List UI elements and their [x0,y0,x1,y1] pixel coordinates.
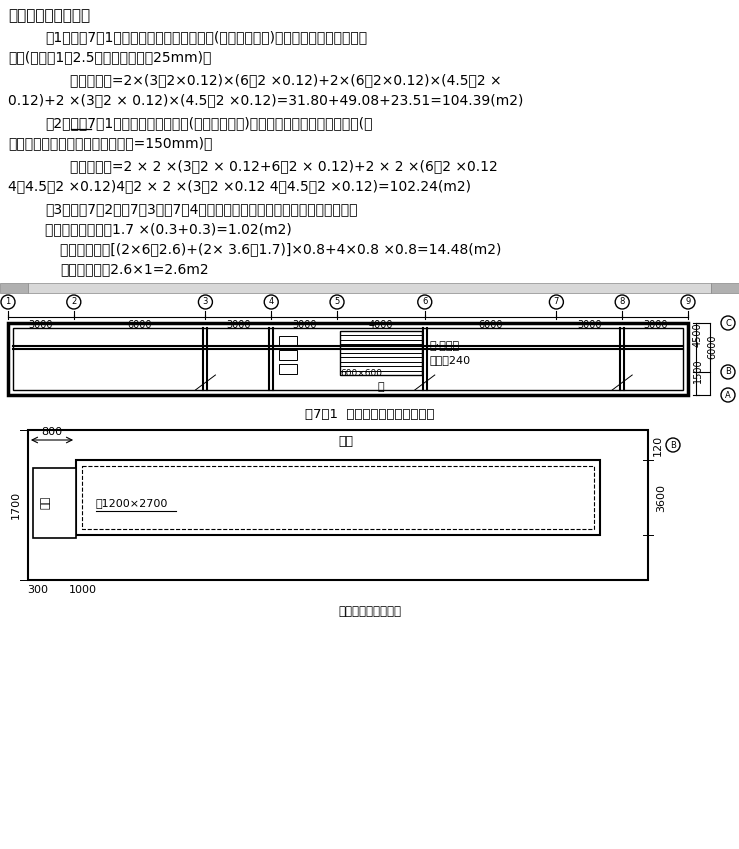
Text: 3: 3 [202,297,208,306]
Text: 散水: 散水 [338,435,353,448]
Bar [279,336,297,346]
Text: 例2：求图7－1中某办公楼二层房间(不包括卫生间)及走廊水泥砂浆踢脚线工程量(做: 例2：求图7－1中某办公楼二层房间(不包括卫生间)及走廊水泥砂浆踢脚线工程量(做 [45,116,372,130]
Text: 例3：如图7－2、图7－3、图7－4所示，求台阶、散水和坡道的面层工程量。: 例3：如图7－2、图7－3、图7－4所示，求台阶、散水和坡道的面层工程量。 [45,202,358,216]
Text: 法：水泥砂浆踢脚线，踢脚线高度=150mm)。: 法：水泥砂浆踢脚线，踢脚线高度=150mm)。 [8,136,212,150]
Text: 0.12)+2 ×(3－2 × 0.12)×(4.5－2 ×0.12)=31.80+49.08+23.51=104.39(m2): 0.12)+2 ×(3－2 × 0.12)×(4.5－2 ×0.12)=31.8… [8,93,523,107]
Text: 600×600: 600×600 [340,368,382,378]
Bar [76,460,600,535]
Text: 4: 4 [268,297,274,306]
Text: 4－4.5－2 ×0.12)4－2 × 2 ×(3－2 ×0.12 4－4.5－2 ×0.12)=102.24(m2): 4－4.5－2 ×0.12)4－2 × 2 ×(3－2 ×0.12 4－4.5－… [8,179,471,193]
Text: 800: 800 [41,427,63,437]
Text: 下: 下 [378,382,384,392]
Bar [82,466,594,529]
Text: 5: 5 [335,297,340,306]
Text: 6000: 6000 [707,335,717,359]
Text: B: B [670,441,676,449]
Text: 6: 6 [422,297,427,306]
Text: 解：工程量=2 × 2 ×(3－2 × 0.12+6－2 × 0.12)+2 × 2 ×(6－2 ×0.12: 解：工程量=2 × 2 ×(3－2 × 0.12+6－2 × 0.12)+2 ×… [70,159,498,173]
Text: 3000: 3000 [577,320,602,330]
Bar [8,323,688,395]
Text: 2: 2 [71,297,76,306]
Text: 3000: 3000 [29,320,53,330]
Text: 300: 300 [27,585,49,595]
Text: 某办公楼平面示意图: 某办公楼平面示意图 [338,605,401,618]
Text: B: B [725,368,731,376]
Text: 洞1200×2700: 洞1200×2700 [96,498,168,508]
Text: A: A [725,391,731,400]
Text: 4500: 4500 [693,323,703,347]
Bar [28,283,711,293]
Text: 6000: 6000 [478,320,503,330]
Bar [33,468,76,538]
Text: C: C [725,318,731,328]
Text: 8: 8 [619,297,625,306]
Text: 9: 9 [685,297,691,306]
Text: 3000: 3000 [226,320,251,330]
Text: 3000: 3000 [643,320,667,330]
Text: 图7－1  某办公楼二层平面示意图: 图7－1 某办公楼二层平面示意图 [304,408,435,421]
Text: 散水工程量：[(2×6－2.6)+(2× 3.6－1.7)]×0.8+4×0.8 ×0.8=14.48(m2): 散水工程量：[(2×6－2.6)+(2× 3.6－1.7)]×0.8+4×0.8… [60,242,501,256]
Bar [0,283,28,293]
Text: 解：工程量=2×(3－2×0.12)×(6－2 ×0.12)+2×(6－2×0.12)×(4.5－2 ×: 解：工程量=2×(3－2×0.12)×(6－2 ×0.12)+2×(6－2×0.… [70,73,502,87]
Text: 3600: 3600 [656,483,666,511]
Bar [28,430,648,580]
Text: 坡道工程量：2.6×1=2.6m2: 坡道工程量：2.6×1=2.6m2 [60,262,208,276]
Bar [340,331,422,375]
Text: 台阶: 台阶 [41,496,51,509]
Bar [13,328,683,390]
Text: 3000: 3000 [292,320,316,330]
Text: 1700: 1700 [11,491,21,519]
Text: 程量(做法：1：2.5水泥砂浆面层厚25mm)。: 程量(做法：1：2.5水泥砂浆面层厚25mm)。 [8,50,211,64]
Bar [279,364,297,374]
Text: 1000: 1000 [69,585,97,595]
Text: 注:内外墙
厚均为240: 注:内外墙 厚均为240 [430,341,471,365]
Bar [711,283,739,293]
Text: 解：台阶工程量：1.7 ×(0.3+0.3)=1.02(m2): 解：台阶工程量：1.7 ×(0.3+0.3)=1.02(m2) [45,222,292,236]
Text: 三、工程量计算实例: 三、工程量计算实例 [8,8,90,23]
Bar [279,350,297,360]
Text: 例1：如图7－1所示，求某办公楼二层房间(不包括卫生间)及走廊地面整体面层的工: 例1：如图7－1所示，求某办公楼二层房间(不包括卫生间)及走廊地面整体面层的工 [45,30,367,44]
Text: 6000: 6000 [127,320,151,330]
Text: 120: 120 [653,435,663,456]
Text: 7: 7 [554,297,559,306]
Text: 1500: 1500 [693,359,703,384]
Text: 4000: 4000 [369,320,393,330]
Text: 1: 1 [5,297,10,306]
